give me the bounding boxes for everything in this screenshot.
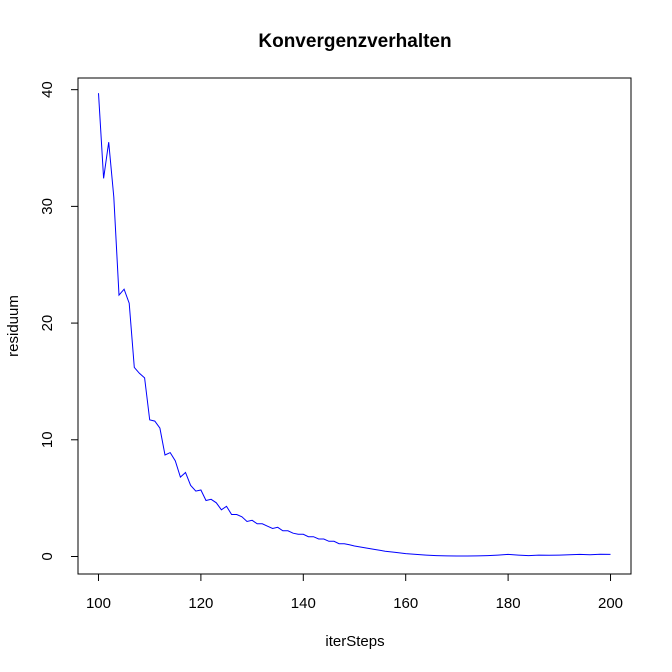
y-tick-label: 10	[39, 431, 56, 448]
y-axis-label: residuum	[5, 295, 22, 357]
plot-frame	[77, 77, 632, 575]
x-axis-label: iterSteps	[325, 633, 384, 650]
x-tick-label: 120	[188, 595, 213, 612]
x-axis: 100 120 140 160 180 200	[86, 573, 623, 612]
y-tick-label: 0	[39, 552, 56, 560]
x-tick-label: 100	[86, 595, 111, 612]
y-tick-label: 20	[39, 315, 56, 332]
chart-title: Konvergenzverhalten	[258, 31, 451, 52]
y-axis: 0 10 20 30 40	[39, 81, 79, 561]
x-tick-label: 160	[393, 595, 418, 612]
x-tick-label: 140	[291, 595, 316, 612]
x-tick-label: 180	[496, 595, 521, 612]
y-tick-label: 40	[39, 81, 56, 98]
x-tick-label: 200	[598, 595, 623, 612]
residuum-series-line	[98, 93, 611, 557]
y-tick-label: 30	[39, 198, 56, 215]
